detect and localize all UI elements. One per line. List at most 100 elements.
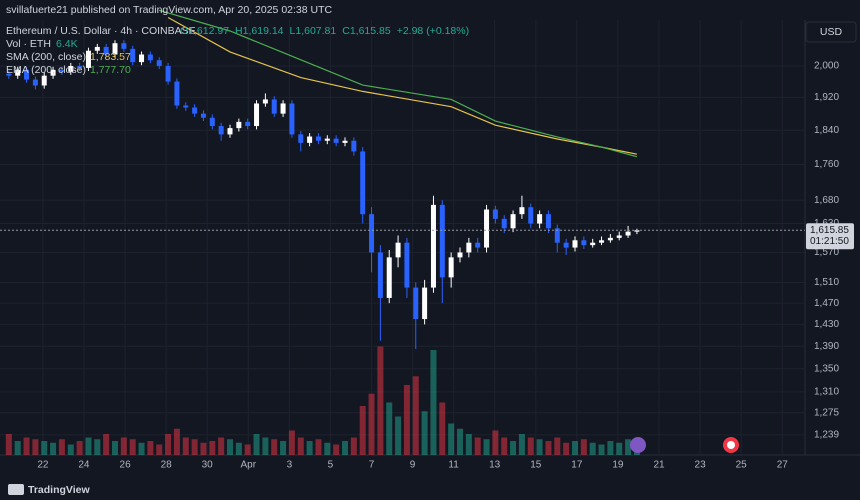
- candle-body: [625, 231, 631, 236]
- candle-body: [156, 60, 162, 66]
- volume-bar: [625, 439, 632, 455]
- volume-bar: [324, 442, 331, 455]
- candle-body: [466, 242, 472, 253]
- candle-body: [41, 75, 47, 86]
- volume-bar: [200, 442, 207, 455]
- volume-bar: [297, 437, 304, 455]
- candle-body: [15, 69, 21, 76]
- x-tick-label: Apr: [241, 460, 257, 471]
- x-tick-label: 17: [571, 460, 583, 471]
- brand: TradingView: [28, 484, 90, 496]
- ohlc-value: C1,615.85: [342, 25, 391, 37]
- volume-bar: [253, 434, 260, 455]
- x-tick-label: 22: [37, 460, 49, 471]
- indicator-line: [167, 16, 638, 155]
- x-tick-label: 5: [328, 460, 334, 471]
- ohlc-header: O1,612.97 H1,619.14 L1,607.81 C1,615.85 +2.9…: [180, 25, 469, 37]
- volume-pane: [5, 346, 640, 455]
- candle-body: [298, 134, 304, 143]
- volume-bar: [103, 434, 110, 455]
- candle-body: [68, 65, 74, 72]
- volume-bar: [5, 434, 12, 455]
- candle-body: [103, 46, 109, 55]
- brand-logo: [8, 484, 24, 495]
- candle-body: [192, 107, 198, 114]
- candle-body: [545, 214, 551, 229]
- candle-body: [448, 257, 454, 278]
- volume-bar: [598, 444, 605, 455]
- volume-bar: [572, 441, 578, 455]
- candle-body: [607, 237, 613, 241]
- candle-body: [24, 69, 30, 80]
- candle-body: [130, 48, 136, 63]
- candle-body: [307, 136, 313, 143]
- volume-bar: [315, 439, 322, 455]
- candle-body: [254, 103, 260, 127]
- x-tick-label: 9: [410, 460, 416, 471]
- candle-body: [315, 136, 321, 141]
- volume-bar: [563, 442, 570, 455]
- x-tick-label: 21: [653, 460, 665, 471]
- candle-body: [430, 204, 436, 288]
- candle-body: [200, 113, 206, 118]
- legend-label: EMA (200, close): [6, 64, 86, 76]
- y-tick-label: 1,840: [814, 125, 839, 136]
- candle-body: [139, 54, 145, 63]
- candle-body: [147, 54, 153, 61]
- x-tick-label: 15: [530, 460, 542, 471]
- volume-bar: [147, 441, 154, 455]
- volume-bar: [342, 441, 348, 455]
- candle-body: [404, 242, 410, 288]
- candle-body: [59, 69, 65, 72]
- volume-bar: [209, 441, 216, 455]
- indicator-lines: [159, 9, 638, 158]
- volume-bar: [94, 439, 101, 455]
- event-icon-flag: [727, 441, 735, 449]
- volume-bar: [412, 376, 419, 455]
- x-tick-label: 27: [777, 460, 789, 471]
- currency-button[interactable]: [805, 21, 857, 43]
- candle-body: [572, 240, 578, 248]
- volume-bar: [616, 442, 623, 455]
- candle-body: [563, 242, 569, 248]
- volume-bar: [244, 444, 251, 455]
- volume-bar: [271, 439, 278, 455]
- candle-body: [457, 252, 463, 258]
- indicator-line: [159, 9, 638, 158]
- x-tick-label: 19: [612, 460, 624, 471]
- candle-body: [581, 240, 587, 246]
- candle-body: [227, 128, 233, 135]
- legend: SMA (200, close) 1,783.57 EMA (200, close)…: [6, 51, 131, 76]
- volume-bar: [280, 441, 287, 455]
- legend-value: 1,783.57: [90, 51, 131, 63]
- candle-body: [262, 99, 268, 104]
- volume-bar: [501, 437, 508, 455]
- y-tick-label: 1,239: [814, 429, 839, 440]
- volume-bar: [50, 442, 57, 455]
- candle-body: [174, 81, 180, 106]
- candle-body: [537, 214, 543, 224]
- volume-bar: [545, 441, 552, 455]
- y-tick-label: 1,390: [814, 341, 839, 352]
- candle-body: [439, 204, 445, 278]
- x-tick-label: 13: [489, 460, 501, 471]
- candle-body: [32, 79, 38, 86]
- volume-bar: [41, 441, 48, 455]
- candle-body: [94, 46, 100, 51]
- currency[interactable]: USD: [820, 26, 843, 38]
- candle-body: [422, 287, 428, 320]
- volume-bar: [306, 441, 313, 455]
- event-icon[interactable]: [630, 437, 646, 453]
- y-tick-label: 1,310: [814, 387, 839, 398]
- candle-body: [360, 151, 366, 215]
- volume-bar: [536, 439, 543, 455]
- y-tick-label: 1,760: [814, 159, 839, 170]
- volume-bar: [589, 442, 596, 455]
- legend-label: SMA (200, close): [6, 51, 86, 63]
- candle-body: [218, 126, 224, 135]
- change: +2.98 (+0.18%): [397, 25, 469, 37]
- countdown: 01:21:50: [810, 236, 849, 247]
- footer: [0, 478, 860, 500]
